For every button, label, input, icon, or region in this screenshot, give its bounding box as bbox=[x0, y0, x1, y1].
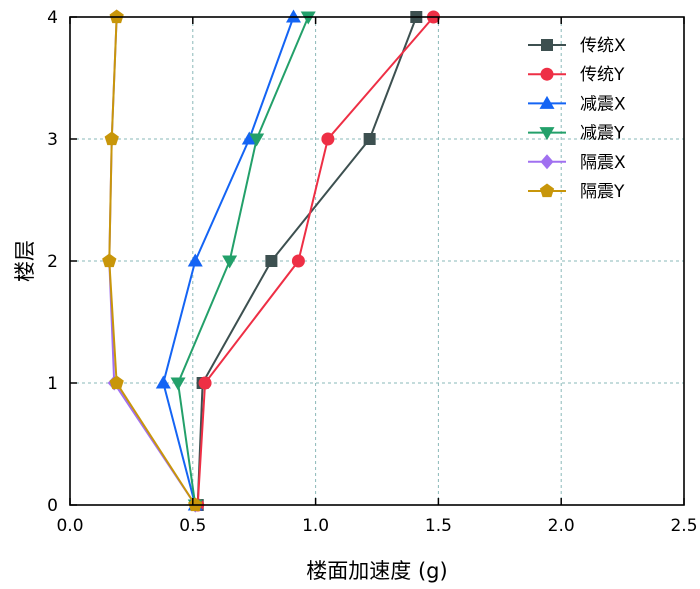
data-point bbox=[170, 377, 186, 391]
grid bbox=[70, 17, 684, 505]
data-point bbox=[265, 255, 278, 267]
series-line bbox=[108, 16, 197, 506]
data-point bbox=[222, 255, 238, 269]
series-5 bbox=[102, 9, 203, 512]
data-point bbox=[109, 375, 124, 390]
data-point bbox=[321, 132, 335, 146]
y-tick-label: 0 bbox=[47, 496, 58, 516]
y-tick-label: 4 bbox=[47, 8, 58, 28]
legend-label: 传统X bbox=[580, 36, 626, 56]
x-tick-label: 1.0 bbox=[302, 516, 329, 536]
data-point bbox=[241, 131, 257, 145]
x-tick-label: 2.0 bbox=[548, 516, 575, 536]
legend-marker bbox=[540, 154, 554, 170]
y-tick-label: 3 bbox=[47, 130, 58, 150]
legend-label: 减震Y bbox=[580, 124, 625, 144]
data-point bbox=[285, 9, 301, 23]
legend-label: 隔震Y bbox=[580, 182, 625, 202]
data-point bbox=[198, 376, 212, 390]
x-tick-label: 0.5 bbox=[179, 516, 206, 536]
legend-marker bbox=[541, 39, 553, 51]
legend-marker bbox=[539, 127, 555, 141]
data-point bbox=[187, 253, 203, 267]
data-point bbox=[249, 133, 265, 147]
y-tick-label: 2 bbox=[47, 252, 58, 272]
legend-label: 传统Y bbox=[580, 65, 625, 85]
series-line bbox=[108, 16, 197, 506]
legend: 传统X 传统Y 减震X 减震Y 隔震X 隔震Y bbox=[528, 36, 626, 202]
legend-marker bbox=[540, 67, 554, 81]
data-point bbox=[104, 131, 119, 146]
y-tick-label: 1 bbox=[47, 374, 58, 394]
data-point bbox=[102, 253, 117, 268]
data-point bbox=[363, 133, 376, 145]
series-group bbox=[102, 9, 440, 513]
x-tick-label: 2.5 bbox=[670, 516, 697, 536]
legend-marker bbox=[539, 95, 555, 109]
x-tick-label: 1.5 bbox=[425, 516, 452, 536]
data-point bbox=[300, 11, 316, 25]
data-point bbox=[291, 254, 305, 268]
legend-marker bbox=[539, 183, 555, 198]
legend-label: 减震X bbox=[580, 94, 626, 114]
data-point bbox=[155, 375, 171, 389]
x-tick-label: 0.0 bbox=[56, 516, 83, 536]
legend-label: 隔震X bbox=[580, 153, 626, 173]
ticks: 0.0 0.5 1.0 1.5 2.0 2.5 0 1 2 3 4 bbox=[47, 8, 697, 536]
y-axis-label: 楼层 bbox=[13, 240, 37, 282]
x-axis-label: 楼面加速度 (g) bbox=[306, 559, 447, 583]
